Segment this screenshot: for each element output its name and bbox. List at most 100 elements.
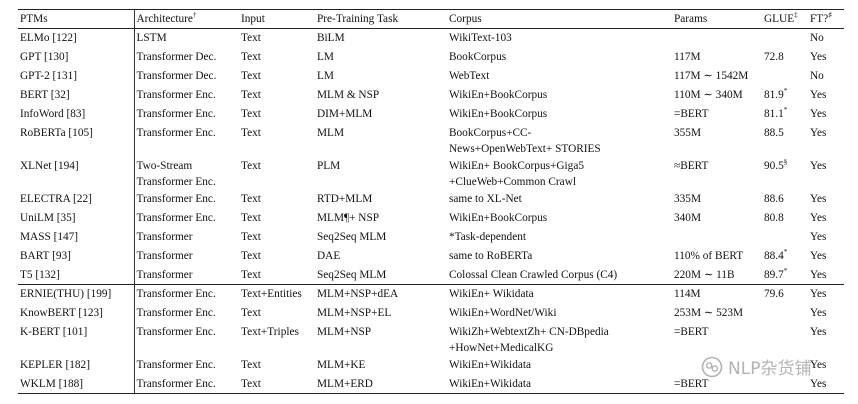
cell-glue: [762, 304, 808, 323]
cell-ptm: XLNet [194]: [18, 156, 135, 190]
cell-input: Text+Triples: [241, 325, 299, 338]
table-row: MASS [147] Transformer Text Seq2Seq MLM *Tas…: [18, 227, 844, 247]
cell-glue: 81.1*: [764, 105, 788, 120]
cell-corpus: WikiEn+Wikidata: [447, 374, 672, 394]
cell-corpus: BookCorpus: [449, 50, 507, 63]
cell-input: Text: [241, 306, 261, 319]
cell-glue: 81.9*: [764, 86, 788, 101]
cell-task: Seq2Seq MLM: [317, 230, 387, 243]
cell-task: MLM¶+ NSP: [317, 211, 380, 224]
table-row: XLNet [194] Two-Stream Transformer Enc. Tex…: [18, 156, 844, 190]
footnote-mark: *: [783, 105, 788, 114]
table-row: ELMo [122] LSTM Text BiLM WikiText-103 No: [18, 28, 844, 48]
cell-input: Text: [241, 230, 261, 243]
cell-ptm: T5 [132]: [18, 265, 135, 285]
cell-input: Text+Entities: [239, 284, 315, 304]
cell-ft: Yes: [810, 358, 827, 371]
cell-task: RTD+MLM: [317, 192, 373, 205]
cell-params: =BERT: [672, 374, 762, 394]
cell-corpus: *Task-dependent: [449, 230, 527, 243]
cell-corpus: WikiEn+BookCorpus: [449, 211, 548, 224]
cell-architecture: Transformer Enc.: [136, 306, 216, 319]
cell-corpus: Colossal Clean Crawled Corpus (C4): [449, 268, 618, 281]
cell-input: Text: [241, 126, 261, 139]
cell-input: Text: [241, 32, 261, 44]
cell-params: [672, 29, 762, 48]
table-row: T5 [132] Transformer Text Seq2Seq MLM Coloss…: [18, 265, 844, 285]
cell-corpus: WikiText-103: [449, 32, 512, 44]
cell-ptm: MASS [147]: [18, 227, 135, 247]
cell-architecture: Transformer Dec.: [136, 50, 217, 63]
cell-ptm: InfoWord [83]: [18, 104, 135, 124]
cell-ptm: ELECTRA [22]: [18, 189, 135, 209]
cell-task: MLM+NSP+dEA: [315, 284, 447, 304]
cell-task: PLM: [317, 159, 341, 172]
cell-params: 355M: [674, 126, 701, 139]
cell-architecture: Transformer Enc.: [134, 374, 239, 394]
cell-task: LM: [317, 50, 334, 63]
cell-input: Text: [241, 249, 261, 262]
cell-glue: 88.4*: [764, 247, 788, 262]
pretrained-models-table: PTMs Architecture† Input Pre-Training Ta…: [18, 9, 844, 394]
cell-glue: 80.8: [764, 211, 784, 224]
cell-architecture: Transformer Enc.: [136, 107, 216, 120]
header-row: PTMs Architecture† Input Pre-Training Ta…: [18, 9, 844, 29]
cell-corpus: WikiEn+BookCorpus: [449, 107, 548, 120]
footnote-mark: ‡: [794, 11, 798, 20]
cell-ft: Yes: [810, 88, 827, 101]
cell-ft: Yes: [808, 284, 844, 304]
cell-ptm: ELMo [122]: [18, 28, 135, 48]
table-row: ELECTRA [22] Transformer Enc. Text RTD+MLM s…: [18, 189, 844, 209]
cell-glue: 72.8: [764, 50, 784, 63]
footnote-mark: §: [783, 157, 788, 166]
cell-ptm: BART [93]: [18, 246, 135, 266]
cell-task: Seq2Seq MLM: [317, 268, 387, 281]
cell-architecture: Transformer: [136, 268, 193, 281]
cell-ft: Yes: [810, 230, 827, 243]
cell-task: MLM: [317, 126, 344, 139]
cell-architecture: Transformer Enc.: [136, 88, 216, 101]
cell-params: 220M ∼ 11B: [674, 268, 735, 281]
cell-architecture: Transformer Enc.: [136, 325, 216, 338]
cell-corpus: WikiEn+Wikidata: [449, 358, 532, 371]
col-header-params: Params: [672, 9, 762, 29]
cell-architecture: Transformer: [136, 249, 193, 262]
cell-task: MLM & NSP: [317, 88, 380, 101]
cell-architecture: Two-Stream Transformer Enc.: [136, 159, 216, 188]
cell-ptm: RoBERTa [105]: [18, 123, 135, 157]
footnote-mark: *: [783, 86, 788, 95]
table-row: RoBERTa [105] Transformer Enc. Text MLM Book…: [18, 123, 844, 157]
cell-glue: [762, 67, 808, 86]
cell-input: Text: [241, 107, 261, 120]
cell-architecture: Transformer Dec.: [136, 69, 217, 82]
table-row: KnowBERT [123] Transformer Enc. Text MLM+NS…: [18, 303, 844, 323]
cell-task: DIM+MLM: [317, 107, 373, 120]
cell-architecture: Transformer Enc.: [134, 284, 239, 304]
cell-corpus: WikiEn+ BookCorpus+Giga5 +ClueWeb+Common …: [449, 159, 584, 188]
cell-params: ≈BERT: [674, 159, 709, 172]
cell-input: Text: [241, 358, 261, 371]
cell-glue: [762, 374, 808, 394]
cell-input: Text: [241, 88, 261, 101]
cell-corpus: WikiEn+BookCorpus: [449, 88, 548, 101]
col-header-ft: FT?♯: [808, 9, 844, 29]
cell-glue: 79.6: [762, 284, 808, 304]
cell-ptm: K-BERT [101]: [18, 322, 135, 356]
cell-params: 110% of BERT: [674, 249, 744, 262]
cell-ptm: UniLM [35]: [18, 208, 135, 228]
cell-architecture: Transformer Enc.: [136, 211, 216, 224]
col-header-glue: GLUE‡: [762, 9, 808, 29]
cell-ptm: GPT-2 [131]: [18, 66, 135, 86]
table-row: KEPLER [182] Transformer Enc. Text MLM+KE Wi…: [18, 355, 844, 375]
cell-corpus: BookCorpus+CC- News+OpenWebText+ STORIES: [449, 126, 601, 155]
cell-ptm: BERT [32]: [18, 85, 135, 105]
cell-input: Text: [241, 50, 261, 63]
table-row: BART [93] Transformer Text DAE same to RoBER…: [18, 246, 844, 266]
cell-input: Text: [241, 211, 261, 224]
cell-ft: Yes: [810, 268, 827, 281]
cell-params: =BERT: [674, 107, 709, 120]
table-row: GPT [130] Transformer Dec. Text LM BookCorpu…: [18, 47, 844, 67]
cell-ft: Yes: [810, 50, 827, 63]
cell-ptm: ERNIE(THU) [199]: [18, 284, 135, 304]
cell-corpus: WikiZh+WebtextZh+ CN-DBpedia +HowNet+Medi…: [449, 325, 609, 354]
